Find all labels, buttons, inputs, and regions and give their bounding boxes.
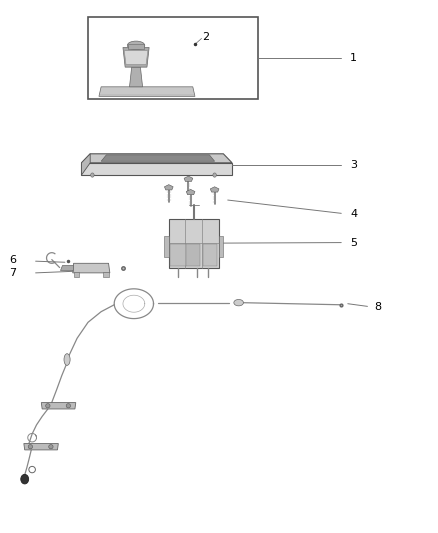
Polygon shape: [81, 154, 232, 163]
Polygon shape: [124, 51, 148, 64]
Polygon shape: [60, 265, 73, 270]
Polygon shape: [81, 163, 232, 175]
Polygon shape: [184, 176, 193, 181]
Polygon shape: [101, 155, 215, 161]
Ellipse shape: [49, 445, 53, 449]
Ellipse shape: [66, 403, 71, 408]
Polygon shape: [99, 87, 195, 96]
Ellipse shape: [213, 173, 216, 177]
Polygon shape: [186, 189, 195, 195]
Bar: [186, 244, 201, 266]
Bar: [128, 44, 144, 49]
Bar: [164, 236, 169, 257]
Polygon shape: [24, 443, 58, 450]
Text: 3: 3: [350, 160, 357, 171]
Text: 1: 1: [350, 53, 357, 63]
Bar: [103, 272, 109, 277]
Polygon shape: [41, 402, 76, 409]
Text: 6: 6: [10, 255, 17, 264]
Bar: [203, 244, 218, 266]
Ellipse shape: [127, 41, 145, 50]
Text: 8: 8: [374, 302, 381, 312]
Ellipse shape: [28, 445, 32, 449]
Text: 2: 2: [202, 32, 209, 42]
Bar: [88, 17, 258, 99]
Bar: [219, 236, 223, 257]
Bar: [74, 272, 79, 277]
Polygon shape: [73, 263, 110, 273]
Text: 4: 4: [350, 209, 357, 220]
Polygon shape: [123, 47, 149, 67]
Polygon shape: [130, 67, 143, 87]
Polygon shape: [164, 184, 173, 190]
Bar: [169, 219, 219, 268]
Text: 5: 5: [350, 238, 357, 248]
Polygon shape: [210, 187, 219, 192]
Ellipse shape: [21, 474, 28, 484]
Ellipse shape: [234, 300, 244, 306]
Bar: [170, 244, 186, 266]
Polygon shape: [81, 154, 90, 175]
Ellipse shape: [91, 173, 94, 177]
Ellipse shape: [64, 354, 70, 366]
Ellipse shape: [46, 403, 50, 408]
Text: 7: 7: [10, 268, 17, 278]
